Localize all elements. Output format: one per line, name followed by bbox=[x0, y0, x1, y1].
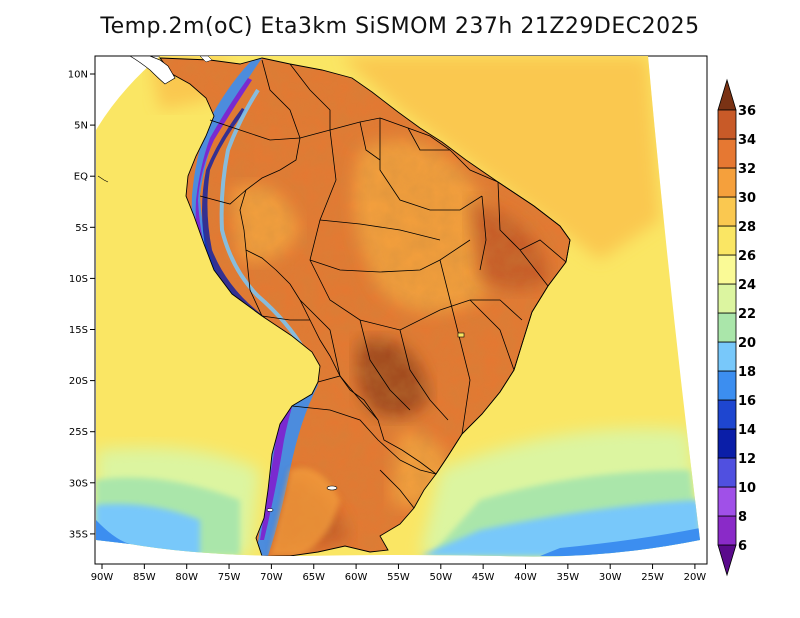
central-america bbox=[97, 55, 213, 183]
colorbar-label: 8 bbox=[738, 510, 747, 525]
colorbar-swatch bbox=[717, 399, 737, 430]
colorbar-swatch bbox=[717, 254, 737, 285]
longitude-tick-label: 40W bbox=[514, 572, 537, 583]
longitude-tick-label: 20W bbox=[684, 572, 707, 583]
longitude-tick-label: 85W bbox=[133, 572, 156, 583]
colorbar-swatch bbox=[717, 225, 737, 256]
water-bodies bbox=[266, 332, 465, 512]
colorbar-swatch bbox=[717, 109, 737, 140]
longitude-tick-label: 50W bbox=[429, 572, 452, 583]
colorbar-label: 26 bbox=[738, 249, 756, 264]
colorbar-max-arrow bbox=[717, 78, 737, 111]
latitude-tick-label: 35S bbox=[69, 529, 88, 540]
colorbar-swatch bbox=[717, 515, 737, 546]
longitude-tick-label: 25W bbox=[641, 572, 664, 583]
longitude-tick-label: 35W bbox=[557, 572, 580, 583]
latitude-tick-label: 15S bbox=[69, 325, 88, 336]
temperature-field bbox=[96, 56, 700, 557]
latitude-tick-label: 5S bbox=[75, 223, 88, 234]
latitude-tick-label: 25S bbox=[69, 427, 88, 438]
longitude-tick-label: 65W bbox=[302, 572, 325, 583]
colorbar: 6 8 10 12 14 16 18 20 22 24 26 28 30 32 34 36 bbox=[717, 78, 756, 577]
colorbar-label: 32 bbox=[738, 162, 756, 177]
longitude-tick-label: 80W bbox=[175, 572, 198, 583]
colorbar-swatch bbox=[717, 341, 737, 372]
colorbar-label: 6 bbox=[738, 539, 747, 554]
latitude-axis: 10N 5N EQ 5S 10S 15S 20S 25S 30S 35S bbox=[68, 70, 95, 540]
latitude-tick-label: EQ bbox=[74, 172, 88, 183]
colorbar-label: 30 bbox=[738, 191, 756, 206]
colorbar-label: 14 bbox=[738, 423, 756, 438]
latitude-tick-label: 10S bbox=[69, 274, 88, 285]
colorbar-min-arrow bbox=[717, 544, 737, 577]
colorbar-label: 10 bbox=[738, 481, 756, 496]
colorbar-label: 18 bbox=[738, 365, 756, 380]
longitude-tick-label: 75W bbox=[218, 572, 241, 583]
latitude-tick-label: 20S bbox=[69, 376, 88, 387]
latitude-tick-label: 5N bbox=[74, 121, 88, 132]
colorbar-swatch bbox=[717, 167, 737, 198]
political-boundaries bbox=[199, 59, 571, 509]
colorbar-swatch bbox=[717, 196, 737, 227]
colorbar-label: 20 bbox=[738, 336, 756, 351]
longitude-tick-label: 45W bbox=[472, 572, 495, 583]
colorbar-label: 12 bbox=[738, 452, 756, 467]
colorbar-swatch bbox=[717, 486, 737, 517]
colorbar-swatch bbox=[717, 370, 737, 401]
colorbar-label: 16 bbox=[738, 394, 756, 409]
longitude-tick-label: 70W bbox=[260, 572, 283, 583]
colorbar-label: 36 bbox=[738, 104, 756, 119]
map-title: Temp.2m(oC) Eta3km SiSMOM 237h 21Z29DEC2… bbox=[100, 14, 700, 39]
colorbar-label: 22 bbox=[738, 307, 756, 322]
colorbar-swatch bbox=[717, 457, 737, 488]
longitude-axis: 90W 85W 80W 75W 70W 65W 60W 55W 50W 45W 40W 35W 30W 2… bbox=[91, 564, 707, 583]
colorbar-swatch bbox=[717, 428, 737, 459]
colorbar-swatch bbox=[717, 283, 737, 314]
latitude-tick-label: 10N bbox=[68, 70, 88, 81]
colorbar-label: 28 bbox=[738, 220, 756, 235]
longitude-tick-label: 55W bbox=[387, 572, 410, 583]
colorbar-label: 24 bbox=[738, 278, 756, 293]
colorbar-swatch bbox=[717, 138, 737, 169]
latitude-tick-label: 30S bbox=[69, 478, 88, 489]
longitude-tick-label: 60W bbox=[345, 572, 368, 583]
colorbar-label: 34 bbox=[738, 133, 756, 148]
longitude-tick-label: 90W bbox=[91, 572, 114, 583]
colorbar-swatch bbox=[717, 312, 737, 343]
longitude-tick-label: 30W bbox=[599, 572, 622, 583]
